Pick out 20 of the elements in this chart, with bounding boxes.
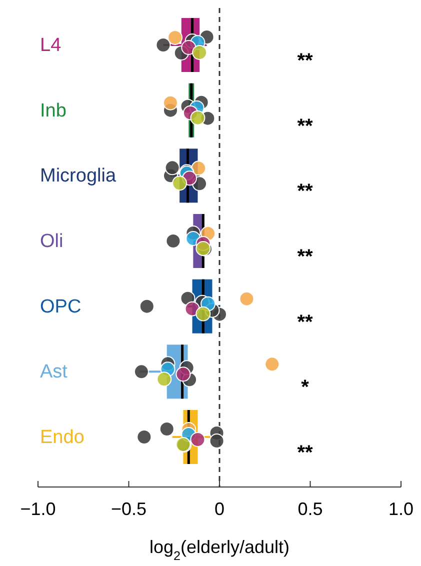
annotation: **: [297, 180, 313, 203]
x-tick-label: −1.0: [20, 499, 56, 519]
annotation: **: [297, 442, 313, 464]
annotation: **: [297, 311, 313, 334]
x-tick-label: −0.5: [110, 499, 147, 519]
x-tick-label: 0: [214, 499, 225, 519]
x-tick-label: 1.0: [388, 499, 414, 519]
y-tick-label: Microglia: [40, 166, 116, 187]
annotation: **: [297, 115, 313, 138]
y-tick-label: Ast: [40, 362, 68, 383]
annotation: **: [297, 246, 313, 268]
annotation: **: [297, 50, 313, 72]
y-tick-label: OPC: [40, 296, 82, 318]
annotation: *: [301, 376, 310, 399]
x-axis-title: log$_{2}$(elderly/adult): [149, 537, 290, 563]
x-tick-label: 0.5: [298, 499, 323, 519]
y-tick-label: Inb: [40, 100, 66, 122]
y-tick-label: L4: [40, 35, 62, 56]
y-tick-label: Oli: [40, 231, 64, 252]
y-tick-label: Endo: [40, 427, 84, 448]
